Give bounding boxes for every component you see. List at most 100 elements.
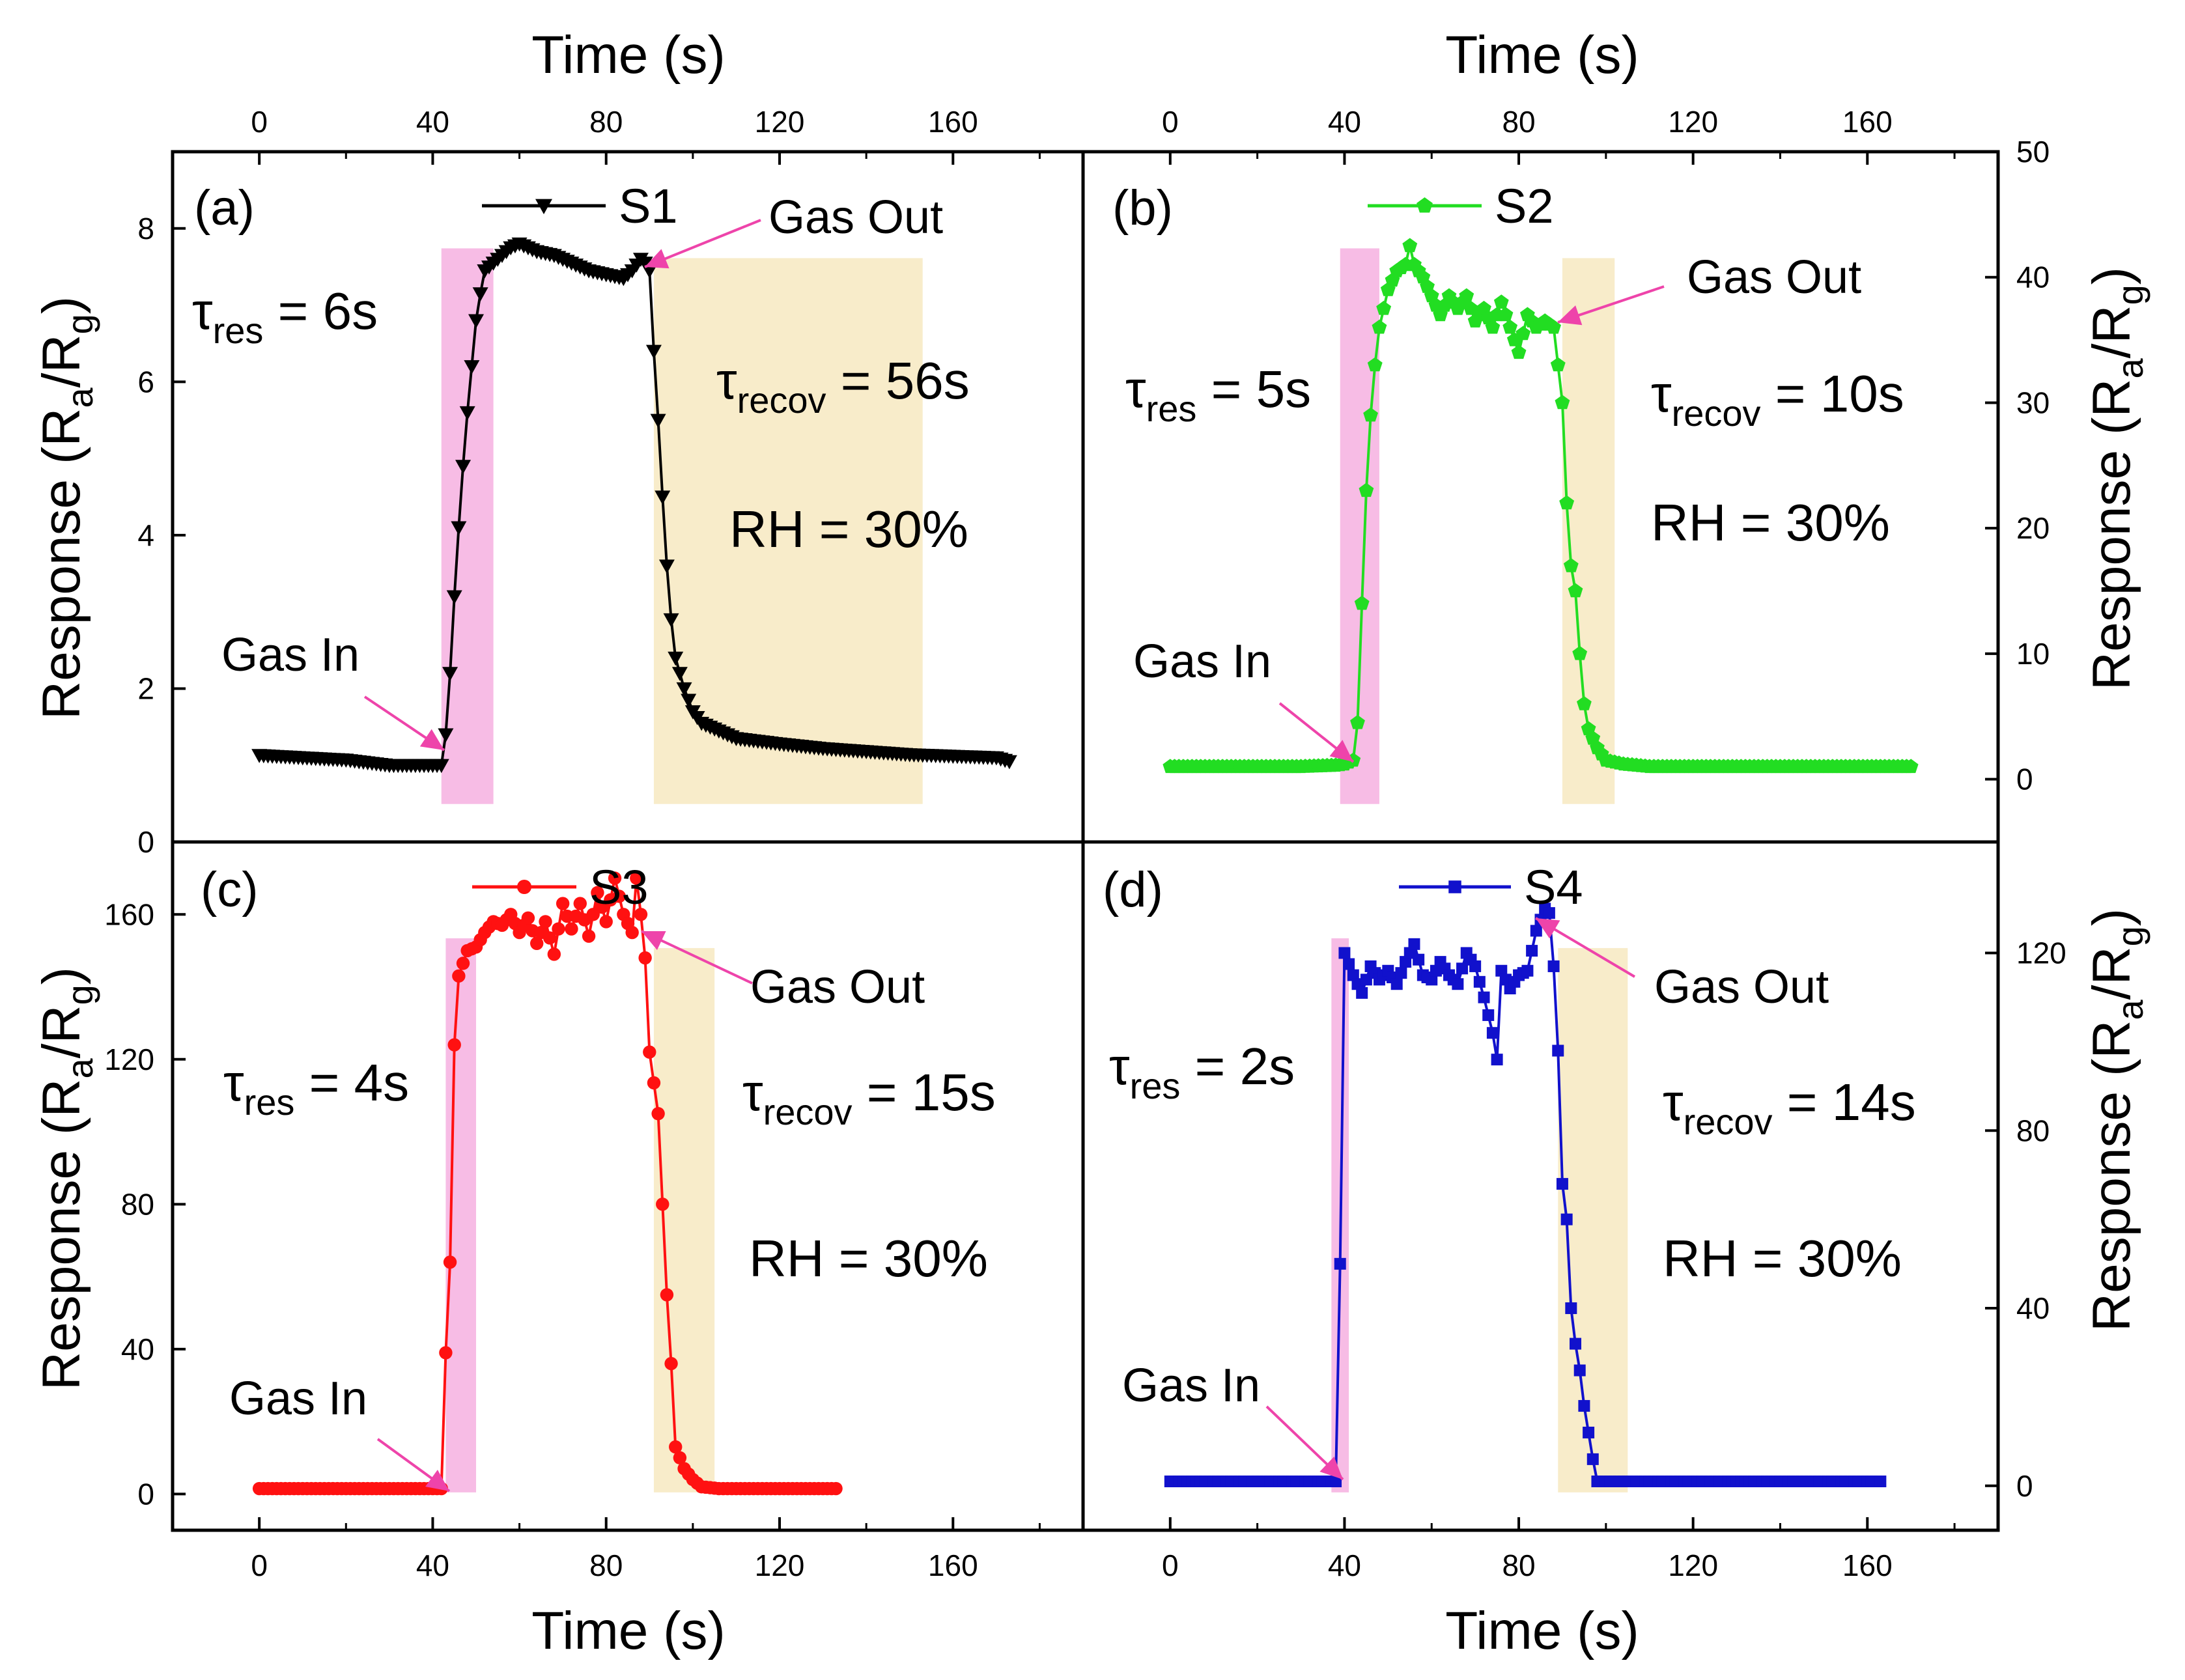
panel-b-data-point-170: [1903, 759, 1919, 774]
panel-b-data-point-89: [1550, 357, 1566, 372]
panel-b-x-tick-label: 160: [1842, 105, 1893, 139]
panel-a-x-tick-label: 0: [251, 105, 268, 139]
panel-c-y-tick-label: 40: [121, 1332, 154, 1366]
panel-d-legend-marker: [1448, 880, 1461, 893]
panel-b-x-tick-label: 120: [1668, 105, 1718, 139]
panel-d-data-point-42: [1347, 969, 1359, 981]
panel-a-tau-recov: τrecov = 56s: [716, 352, 970, 421]
panel-c-gas-out-arrow-head: [641, 931, 666, 950]
panel-c-tau-recov: τrecov = 15s: [742, 1063, 996, 1132]
panel-a-data-point-91: [645, 344, 662, 359]
panel-b-data-point-94: [1572, 645, 1588, 660]
panel-a-x-tick-label: 160: [928, 105, 978, 139]
panel-b-data-point-46: [1363, 407, 1378, 422]
panel-a-gas-out-label: Gas Out: [768, 191, 943, 244]
panel-c-data-point-97: [673, 1451, 687, 1464]
panel-a-legend-marker: [535, 199, 552, 214]
panel-d-data-point-88: [1547, 960, 1560, 972]
panel-d-data-point-163: [1874, 1475, 1887, 1487]
panel-c-data-point-80: [599, 915, 613, 929]
panel-b-data-point-43: [1350, 714, 1365, 729]
panel-c-rh: RH = 30%: [749, 1229, 988, 1287]
panel-a-data-point-98: [676, 682, 692, 697]
panel-a-data-point-92: [650, 413, 666, 428]
panel-d-rh: RH = 30%: [1663, 1229, 1902, 1287]
data-series: [251, 237, 1919, 1496]
panel-c-y-tick-label: 160: [104, 897, 154, 931]
panel-b-data-point-92: [1563, 558, 1579, 572]
panel-b-y-tick-label: 20: [2016, 511, 2050, 545]
panel-c-gas-in-label: Gas In: [229, 1373, 367, 1425]
panel-a-x-tick-label: 120: [755, 105, 805, 139]
panel-d-data-point-53: [1395, 967, 1407, 979]
panel-b-y-tick-label: 30: [2016, 385, 2050, 419]
panel-a-y-tick-label: 4: [137, 518, 154, 552]
panel-c-gas-in-arrow-head: [425, 1470, 449, 1491]
panel-c-data-point-87: [630, 871, 643, 885]
panel-c-data-point-67: [543, 931, 557, 945]
panel-d-label: (d): [1103, 862, 1163, 917]
panel-b-data-point-76: [1493, 294, 1509, 309]
panel-c-data-point-83: [612, 889, 626, 903]
panel-d-tau-res: τres = 2s: [1109, 1037, 1295, 1106]
panel-d-data-point-40: [1338, 947, 1351, 959]
panel-b-response-band: [1340, 248, 1379, 804]
annotations: (a) S1 τres = 6s τrecov = 56s RH = 30% Gas In…: [192, 179, 1916, 1492]
panel-d-data-point-97: [1586, 1453, 1599, 1465]
panel-d-data-point-66: [1452, 978, 1464, 990]
panel-d-data-point-83: [1526, 945, 1538, 957]
panel-d-data-point-71: [1473, 975, 1486, 988]
x-axis-title-top-left: Time (s): [531, 25, 726, 85]
panel-d-gas-in-arrow-head: [1319, 1456, 1343, 1479]
panel-c-x-tick-label: 120: [755, 1548, 805, 1582]
panel-a-data-point-51: [472, 287, 488, 301]
panel-d-data-point-96: [1583, 1426, 1595, 1438]
panel-b-data-point-81: [1515, 326, 1531, 341]
panel-b-y-tick-label: 10: [2016, 637, 2050, 671]
panel-d-data-point-70: [1469, 960, 1482, 972]
panel-c-data-point-82: [608, 871, 622, 885]
panel-c-data-point-91: [647, 1076, 661, 1090]
panel-a-label: (a): [194, 180, 255, 236]
panel-c-data-point-78: [591, 886, 604, 900]
panel-a-response-band: [441, 248, 494, 804]
panel-d-markers: [1164, 903, 1887, 1487]
panel-c-data-point-64: [530, 936, 544, 950]
panel-d-data-point-57: [1413, 953, 1425, 966]
panel-a-rh: RH = 30%: [729, 500, 968, 558]
panel-d-data-point-74: [1486, 1027, 1499, 1039]
y-axis-title-bottom-right: Response (Ra/Rg): [2082, 908, 2150, 1332]
panel-c-y-tick-label: 0: [137, 1477, 154, 1511]
panel-b-data-point-80: [1511, 344, 1527, 359]
panel-d-data-point-82: [1521, 964, 1534, 977]
panel-a-data-point-96: [668, 651, 684, 666]
y-axis-title-top-left: Response (Ra/Rg): [32, 296, 100, 720]
panel-a-x-tick-label: 80: [589, 105, 623, 139]
panel-d-y-tick-label: 0: [2016, 1469, 2033, 1503]
panel-d-data-point-39: [1334, 1257, 1346, 1270]
panel-c-x-tick-label: 160: [928, 1548, 978, 1582]
panel-d-gas-in-label: Gas In: [1122, 1360, 1260, 1412]
panel-a-legend-label: S1: [619, 179, 678, 233]
panel-b-markers: [1163, 238, 1919, 774]
y-axis-title-top-right: Response (Ra/Rg): [2082, 267, 2150, 690]
panel-b-y-tick-label: 40: [2016, 260, 2050, 294]
panel-b-data-point-74: [1485, 319, 1501, 334]
panel-d-tau-recov: τrecov = 14s: [1663, 1073, 1916, 1142]
x-axis-title-bottom-left: Time (s): [531, 1601, 726, 1660]
panel-d-data-point-60: [1426, 973, 1438, 986]
panel-a-data-point-97: [671, 667, 688, 681]
panel-d-y-tick-label: 40: [2016, 1291, 2050, 1325]
y-axis-title-bottom-left: Response (Ra/Rg): [32, 967, 100, 1390]
panel-a-data-point-48: [459, 406, 475, 421]
panel-d-data-point-67: [1456, 962, 1469, 975]
panel-d-data-point-75: [1491, 1054, 1503, 1066]
panel-a-data-point-99: [681, 693, 697, 708]
panel-d-x-tick-label: 0: [1162, 1548, 1179, 1582]
panel-c-x-tick-label: 80: [589, 1548, 623, 1582]
panel-c-data-point-72: [565, 922, 578, 936]
panel-b-gas-in-arrow-head: [1329, 740, 1353, 762]
panel-a-data-point-89: [637, 257, 653, 271]
panel-d-x-tick-label: 40: [1328, 1548, 1361, 1582]
panel-c-data-point-86: [625, 925, 639, 940]
